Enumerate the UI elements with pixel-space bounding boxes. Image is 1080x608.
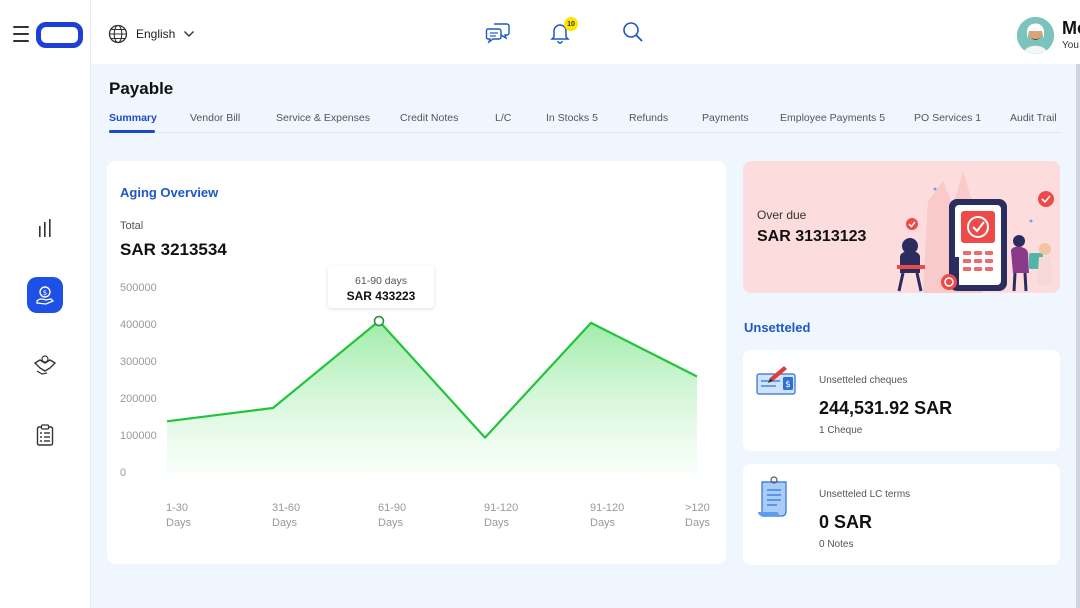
avatar[interactable] [1017,17,1054,54]
y-tick-label: 200000 [120,393,157,405]
y-tick-label: 100000 [120,430,157,442]
tooltip-box [328,266,434,308]
y-tick-label: 300000 [120,356,157,368]
tab-employee-payments[interactable]: Employee Payments 5 [780,112,886,124]
tab-po-services[interactable]: PO Services 1 [914,112,982,124]
app-logo [36,22,83,48]
cheques-value: 244,531.92 SAR [819,398,953,418]
y-tick-label: 0 [120,467,126,479]
x-tick-label: 91-120 Days [484,502,518,529]
language-label: English [136,27,176,41]
highlighted-data-point[interactable] [373,315,385,327]
chevron-down-icon [184,31,195,37]
clipboard-icon [36,424,54,446]
x-tick-label: 1-30 Days [166,502,192,529]
unsettled-lc-card[interactable]: Unsetteled LC terms 0 SAR 0 Notes [743,464,1060,565]
total-value: SAR 3213534 [120,240,227,259]
document-icon [758,476,787,517]
tab-lc[interactable]: L/C [495,112,512,124]
language-selector[interactable]: English [108,24,195,44]
area-fill [167,321,697,472]
cheques-label: Unsetteled cheques [819,375,908,386]
notifications-button[interactable]: 10 [548,17,578,46]
unsettled-title: Unsetteled [744,320,811,335]
chart-tooltip: 61-90 days SAR 433223 [328,266,434,308]
globe-icon [108,24,128,44]
user-subtitle: You [1062,40,1079,51]
svg-text:$: $ [785,380,791,390]
tooltip-label: 61-90 days [355,275,407,287]
y-tick-label: 400000 [120,319,157,331]
chat-icon [485,23,510,44]
lc-value: 0 SAR [819,512,873,532]
unsettled-cheques-card[interactable]: $ Unsetteled cheques 244,531.92 SAR 1 Ch… [743,350,1060,451]
user-name: Mo [1062,18,1080,38]
svg-text:$: $ [43,289,47,297]
tooltip-value: SAR 433223 [347,289,416,303]
top-bar: English 10 Mo Y [91,0,1080,64]
search-button[interactable] [621,20,647,46]
notification-badge: 10 [564,17,578,31]
user-avatar-icon [1017,17,1054,54]
page-title: Payable [109,79,174,98]
cheque-icon: $ [756,366,796,395]
tab-summary[interactable]: Summary [109,112,157,124]
total-label: Total [120,220,144,232]
y-tick-label: 500000 [120,282,157,294]
x-tick-label: >120 Days [685,502,711,529]
series-line [166,319,698,439]
aging-overview-card: Aging Overview Total SAR 3213534 0 100000… [107,161,726,564]
sidebar-item-tasks[interactable] [27,417,63,453]
aging-overview-title: Aging Overview [120,185,219,200]
chat-button[interactable] [485,20,511,46]
payment-illustration [897,171,1054,293]
aging-chart: 0 100000 200000 300000 400000 500000 1-30 Days… [120,266,711,529]
tab-payments[interactable]: Payments [702,112,749,124]
menu-icon[interactable] [13,26,29,44]
tab-credit-notes[interactable]: Credit Notes [400,112,459,124]
tab-audit-trail[interactable]: Audit Trail [1010,112,1057,124]
x-tick-label: 61-90 Days [378,502,406,529]
active-tab-indicator [109,130,155,133]
tab-refunds[interactable]: Refunds [629,112,669,124]
tab-bar: Summary Vendor Bill Service & Expenses C… [109,112,1060,133]
tab-service-expenses[interactable]: Service & Expenses [276,112,370,124]
overdue-value: SAR 31313123 [757,228,867,245]
lc-count: 0 Notes [819,539,854,550]
sidebar-item-payable[interactable]: $ [27,277,63,313]
x-tick-label: 91-120 Days [590,502,624,529]
bell-icon [550,24,570,44]
sidebar-item-deals[interactable] [27,348,63,384]
tab-in-stocks[interactable]: In Stocks 5 [546,112,598,124]
sidebar-item-reports[interactable] [27,210,63,246]
sidebar: $ [0,0,91,608]
scrollbar[interactable] [1076,64,1080,608]
x-tick-label: 31-60 Days [272,502,300,529]
lc-label: Unsetteled LC terms [819,489,911,500]
tab-vendor-bill[interactable]: Vendor Bill [190,112,241,124]
handshake-icon [33,355,57,375]
cheques-count: 1 Cheque [819,425,863,436]
search-icon [623,22,643,42]
bar-chart-icon [39,219,51,237]
overdue-card[interactable]: Over due SAR 31313123 [743,161,1060,293]
overdue-label: Over due [757,208,807,222]
money-hand-icon: $ [36,286,55,305]
